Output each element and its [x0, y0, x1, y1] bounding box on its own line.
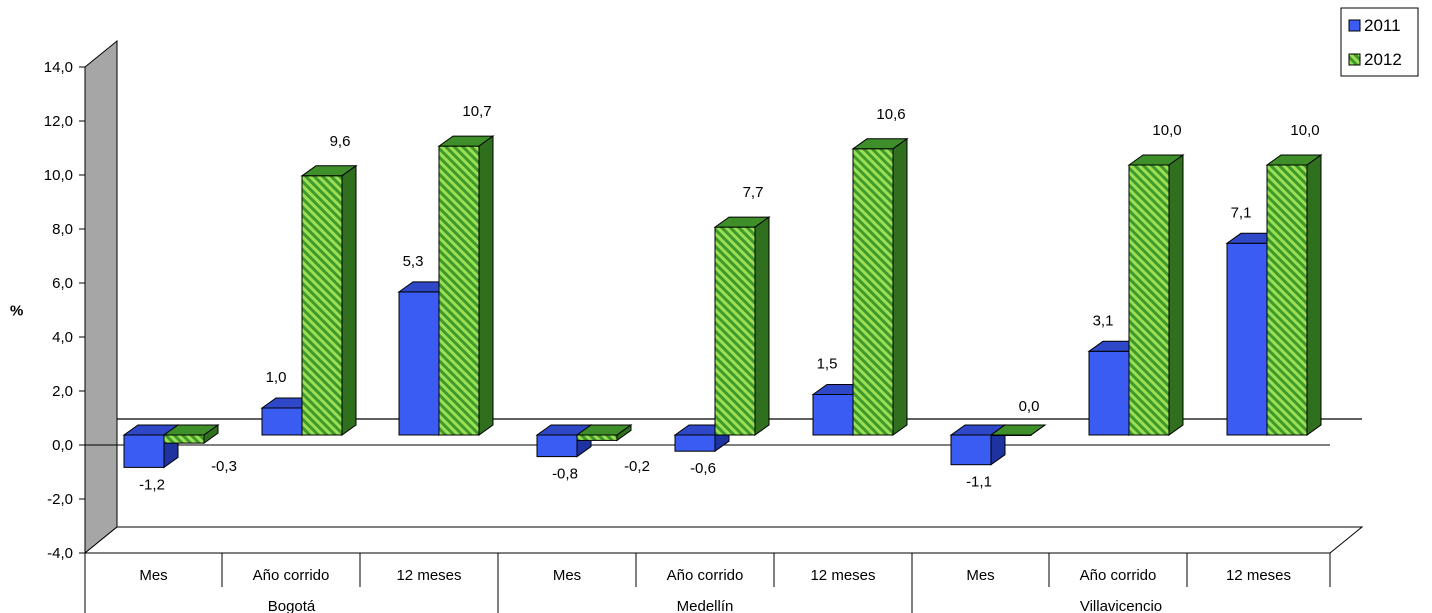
- data-label-2012-2: 10,7: [462, 103, 491, 120]
- data-label-2011-7: 3,1: [1093, 312, 1114, 329]
- x-category-label: 12 meses: [810, 567, 875, 584]
- bar-2011-5-front: [812, 394, 854, 436]
- bars: [122, 135, 1323, 469]
- bar-2012-0-front: [163, 434, 205, 444]
- data-label-2011-8: 7,1: [1231, 204, 1252, 221]
- bar-2012-5-side: [892, 137, 908, 436]
- y-axis: -4,0 -2,0 0,0 2,0 4,0 6,0 8,0 10,0 12,0 14,0%: [10, 59, 1330, 562]
- bar-2011-7-front: [1088, 350, 1130, 436]
- x-category-label: 12 meses: [1226, 567, 1291, 584]
- data-label-2011-2: 5,3: [403, 253, 424, 270]
- bar-2012-4: [713, 216, 771, 436]
- data-label-2012-7: 10,0: [1152, 122, 1181, 139]
- y-tick-label: -2,0: [47, 491, 73, 508]
- y-tick-label: 0,0: [52, 437, 73, 454]
- x-group-label: Medellín: [677, 598, 734, 613]
- bar-2012-2-front: [438, 145, 480, 436]
- y-tick-label: 14,0: [44, 59, 73, 76]
- legend-swatch-2011: [1348, 19, 1361, 32]
- x-category-label: Año corrido: [667, 567, 744, 584]
- x-category-label: Mes: [139, 567, 167, 584]
- bar-2011-0-front: [123, 434, 165, 468]
- bar-2012-3-front: [576, 434, 618, 441]
- bar-2012-7-front: [1128, 164, 1170, 436]
- x-axis-categories: Mes Año corrido 12 meses Mes Año corrido 12 m…: [84, 553, 1331, 613]
- bar-2012-5-front: [852, 148, 894, 436]
- bar-2011-4-front: [674, 434, 716, 452]
- x-group-label: Villavicencio: [1080, 598, 1162, 613]
- bar-2012-7-side: [1168, 154, 1184, 436]
- bar-2012-3-side: [616, 424, 632, 442]
- data-label-2011-5: 1,5: [817, 356, 838, 373]
- legend: 2011 2012: [1340, 7, 1419, 77]
- y-axis-label: %: [10, 302, 23, 319]
- bar-2012-8-side: [1306, 154, 1322, 436]
- x-category-label: Mes: [966, 567, 994, 584]
- bar-2012-1-side: [341, 164, 357, 436]
- data-label-2011-1: 1,0: [266, 369, 287, 386]
- x-category-label: Año corrido: [253, 567, 330, 584]
- data-label-2011-0: -1,2: [139, 476, 165, 493]
- bar-2012-0-side: [203, 424, 219, 445]
- data-label-2012-1: 9,6: [330, 133, 351, 150]
- bar-2011-6-front: [950, 434, 992, 466]
- data-label-2011-4: -0,6: [690, 460, 716, 477]
- data-label-2012-6: 0,0: [1019, 398, 1040, 415]
- bar-2011-8-front: [1226, 242, 1268, 436]
- bar-2012-4-side: [754, 216, 770, 436]
- x-category-label: Año corrido: [1080, 567, 1157, 584]
- bar-2012-6-side: [1030, 424, 1046, 436]
- y-tick-label: -4,0: [47, 545, 73, 562]
- x-category-label: Mes: [553, 567, 581, 584]
- bar-2012-2-side: [478, 135, 494, 436]
- legend-swatch-2012: [1348, 53, 1361, 66]
- y-tick-label: 2,0: [52, 383, 73, 400]
- bar-2012-0: [162, 424, 220, 445]
- bar-2012-3: [575, 424, 633, 442]
- y-tick-label: 10,0: [44, 167, 73, 184]
- bar-2012-6: [989, 424, 1047, 436]
- side-wall: [84, 39, 118, 555]
- bar-2011-3-front: [536, 434, 578, 458]
- bar-2012-4-front: [714, 226, 756, 436]
- data-labels: -1,2 1,0 5,3 -0,8 -0,6 1,5 -1,1 3,1 7,1 -0,3 9,6 10…: [139, 103, 1320, 493]
- bar-2012-1: [300, 164, 358, 436]
- bar-2012-1-front: [301, 175, 343, 436]
- data-label-2012-5: 10,6: [876, 106, 905, 123]
- y-tick-label: 8,0: [52, 221, 73, 238]
- legend-label-2012: 2012: [1364, 50, 1402, 69]
- data-label-2012-4: 7,7: [743, 184, 764, 201]
- y-tick-label: 12,0: [44, 113, 73, 130]
- bar-2012-7: [1127, 154, 1185, 436]
- bar-2012-8: [1265, 154, 1323, 436]
- bar-2011-1-front: [261, 407, 303, 436]
- bar-2012-5: [851, 137, 909, 436]
- legend-label-2011: 2011: [1364, 16, 1401, 35]
- data-label-2011-3: -0,8: [552, 466, 578, 483]
- bar-2011-2-front: [398, 291, 440, 436]
- data-label-2011-6: -1,1: [966, 474, 992, 491]
- y-tick-label: 4,0: [52, 329, 73, 346]
- x-group-label: Bogotá: [268, 598, 316, 613]
- y-tick-label: 6,0: [52, 275, 73, 292]
- data-label-2012-8: 10,0: [1290, 122, 1319, 139]
- data-label-2012-3: -0,2: [624, 458, 650, 475]
- floor: [83, 526, 1364, 554]
- bar-2012-8-front: [1266, 164, 1308, 436]
- bar-2012-2: [437, 135, 495, 436]
- x-category-label: 12 meses: [396, 567, 461, 584]
- data-label-2012-0: -0,3: [211, 458, 237, 475]
